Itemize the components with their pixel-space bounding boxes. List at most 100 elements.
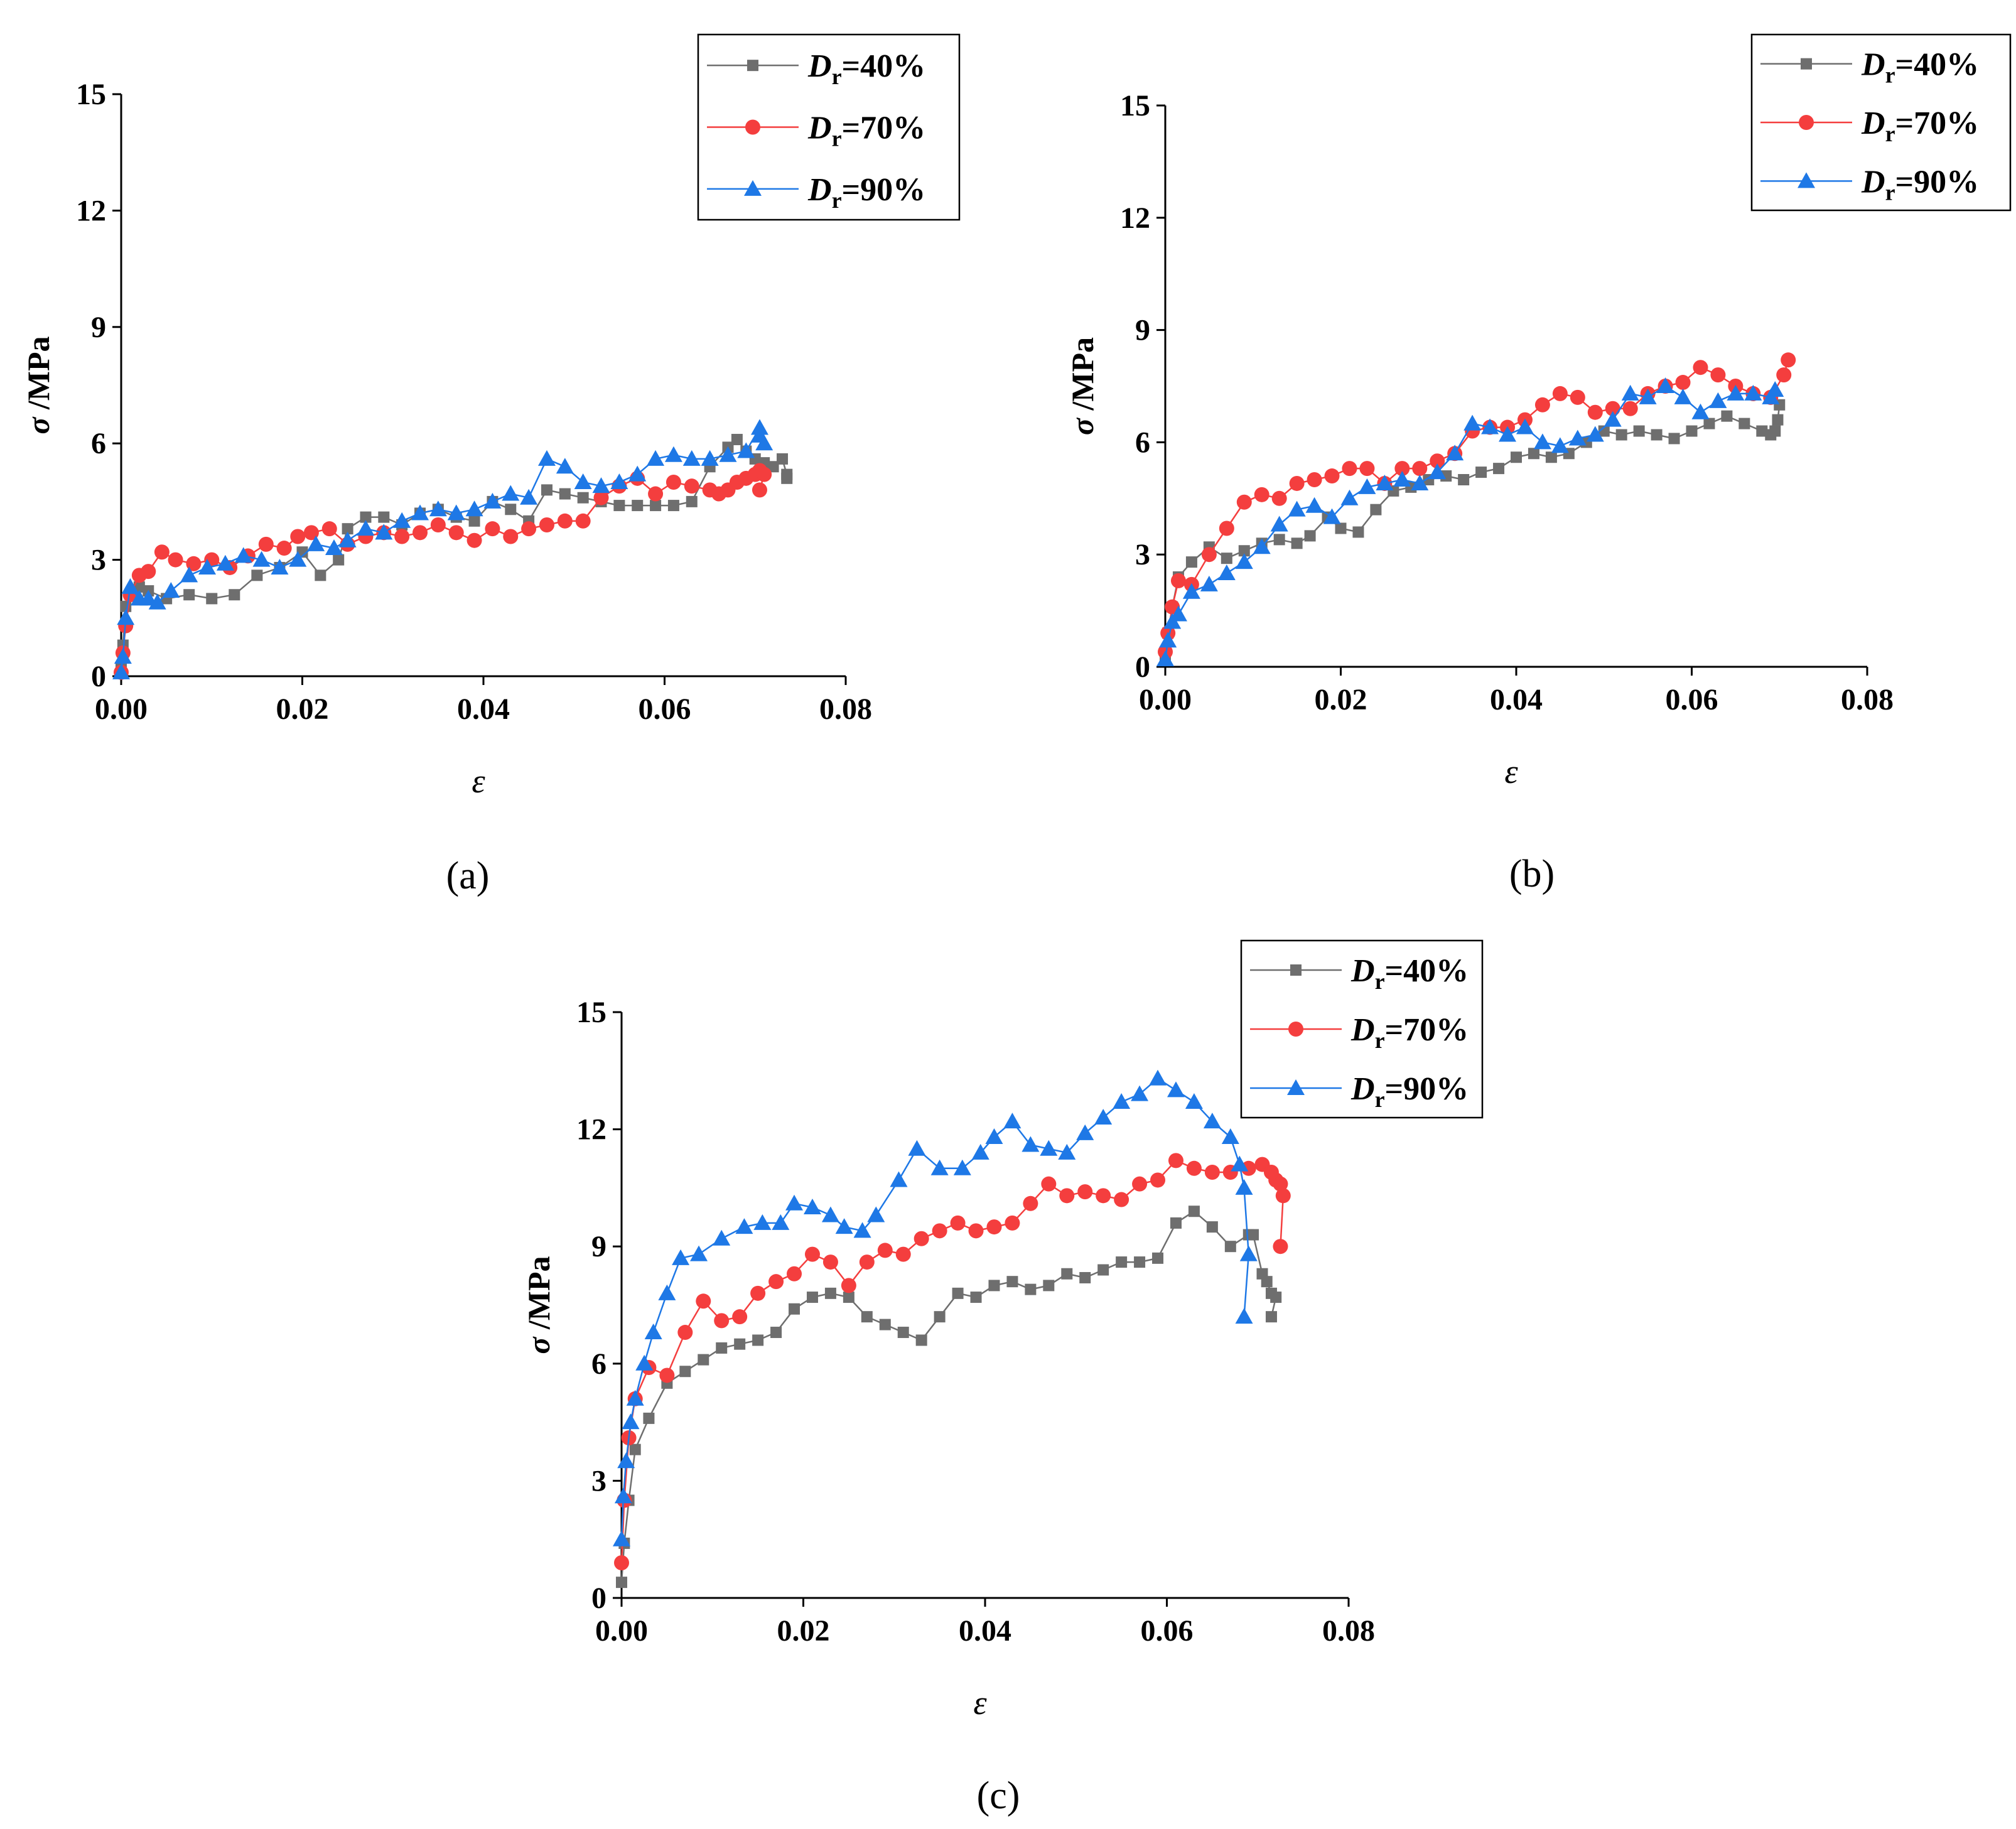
- data-point: [378, 512, 389, 523]
- data-point: [576, 514, 591, 529]
- data-point: [650, 500, 661, 511]
- data-point: [658, 1285, 676, 1300]
- legend-var: D: [1861, 164, 1885, 200]
- data-point: [648, 487, 663, 502]
- legend-label: Dr=70%: [1350, 1012, 1469, 1053]
- legend-value: =90%: [842, 172, 926, 208]
- series-40: [116, 434, 792, 674]
- data-point: [908, 1140, 925, 1156]
- y-axis-unit: /MPa: [1065, 337, 1100, 418]
- x-tick-label: 0.02: [777, 1614, 830, 1648]
- data-point: [502, 485, 519, 501]
- data-point: [1769, 426, 1781, 437]
- data-point: [1674, 389, 1692, 404]
- data-point: [690, 1246, 708, 1261]
- data-point: [698, 1354, 709, 1366]
- data-point: [632, 500, 643, 511]
- x-axis-title: ε: [973, 1684, 987, 1722]
- x-tick-label: 0.04: [1490, 683, 1543, 716]
- data-point: [1185, 1093, 1203, 1109]
- data-point: [867, 1206, 885, 1222]
- data-point: [538, 450, 556, 466]
- data-point: [1270, 1292, 1281, 1303]
- series-90: [112, 419, 773, 679]
- data-point: [1272, 491, 1287, 506]
- data-point: [1291, 537, 1303, 549]
- data-point: [1458, 474, 1469, 485]
- legend-marker: [1801, 58, 1812, 70]
- series-40: [616, 1206, 1281, 1588]
- x-tick-label: 0.06: [1141, 1614, 1194, 1648]
- x-tick-label: 0.06: [1666, 683, 1718, 716]
- data-point: [1493, 463, 1504, 474]
- data-point: [665, 446, 682, 462]
- data-point: [1134, 1256, 1145, 1268]
- data-point: [1686, 426, 1698, 437]
- data-point: [1186, 556, 1197, 568]
- data-point: [1616, 429, 1627, 440]
- data-point: [613, 500, 625, 511]
- data-point: [1202, 547, 1217, 562]
- series-line: [121, 440, 787, 669]
- data-point: [805, 1247, 820, 1262]
- y-tick-label: 12: [1120, 202, 1150, 235]
- data-point: [645, 1324, 662, 1339]
- data-point: [643, 1413, 654, 1424]
- data-point: [1205, 1165, 1220, 1180]
- legend-sub: r: [832, 126, 842, 151]
- data-point: [183, 589, 195, 600]
- legend-label: Dr=70%: [807, 111, 925, 151]
- y-tick-label: 6: [91, 427, 106, 460]
- data-point: [1189, 1206, 1200, 1217]
- data-point: [785, 1195, 803, 1211]
- series-40: [1160, 399, 1785, 665]
- data-point: [988, 1280, 1000, 1291]
- data-point: [734, 1339, 745, 1350]
- y-axis-unit: /MPa: [521, 1256, 556, 1337]
- series-90: [1156, 377, 1784, 666]
- data-point: [1168, 1153, 1183, 1168]
- data-point: [521, 521, 536, 536]
- data-point: [1132, 1177, 1147, 1192]
- data-point: [1340, 490, 1358, 505]
- data-point: [951, 1216, 966, 1231]
- legend-label: Dr=70%: [1861, 105, 1979, 146]
- data-point: [954, 1160, 971, 1175]
- data-point: [1219, 521, 1234, 536]
- data-point: [1266, 1311, 1277, 1322]
- data-point: [141, 564, 156, 579]
- data-point: [768, 1274, 784, 1289]
- data-point: [696, 1293, 711, 1308]
- data-point: [1766, 381, 1784, 397]
- x-tick-label: 0.06: [639, 693, 691, 726]
- data-point: [985, 1128, 1003, 1144]
- data-point: [1114, 1192, 1129, 1207]
- x-tick-label: 0.02: [276, 693, 329, 726]
- y-axis-unit: /MPa: [21, 336, 56, 417]
- data-point: [916, 1334, 927, 1346]
- data-point: [1274, 534, 1285, 545]
- legend-label: Dr=40%: [807, 48, 925, 89]
- data-point: [539, 517, 554, 532]
- y-tick-label: 15: [1120, 89, 1150, 122]
- y-tick-label: 9: [91, 311, 106, 344]
- panel-caption: (a): [446, 855, 490, 897]
- data-point: [772, 1214, 789, 1230]
- data-point: [1693, 360, 1708, 375]
- legend-marker: [747, 60, 758, 71]
- data-point: [752, 1334, 763, 1346]
- data-point: [1528, 448, 1539, 459]
- data-point: [162, 582, 180, 598]
- data-point: [716, 1342, 727, 1354]
- data-point: [1079, 1272, 1091, 1283]
- data-point: [860, 1254, 875, 1270]
- data-point: [777, 453, 788, 465]
- data-point: [628, 466, 646, 482]
- data-point: [986, 1219, 1001, 1234]
- data-point: [822, 1206, 839, 1222]
- data-point: [1150, 1172, 1165, 1187]
- data-point: [1703, 418, 1715, 429]
- data-point: [1113, 1093, 1130, 1109]
- data-point: [753, 1214, 771, 1230]
- x-tick-label: 0.04: [959, 1614, 1011, 1648]
